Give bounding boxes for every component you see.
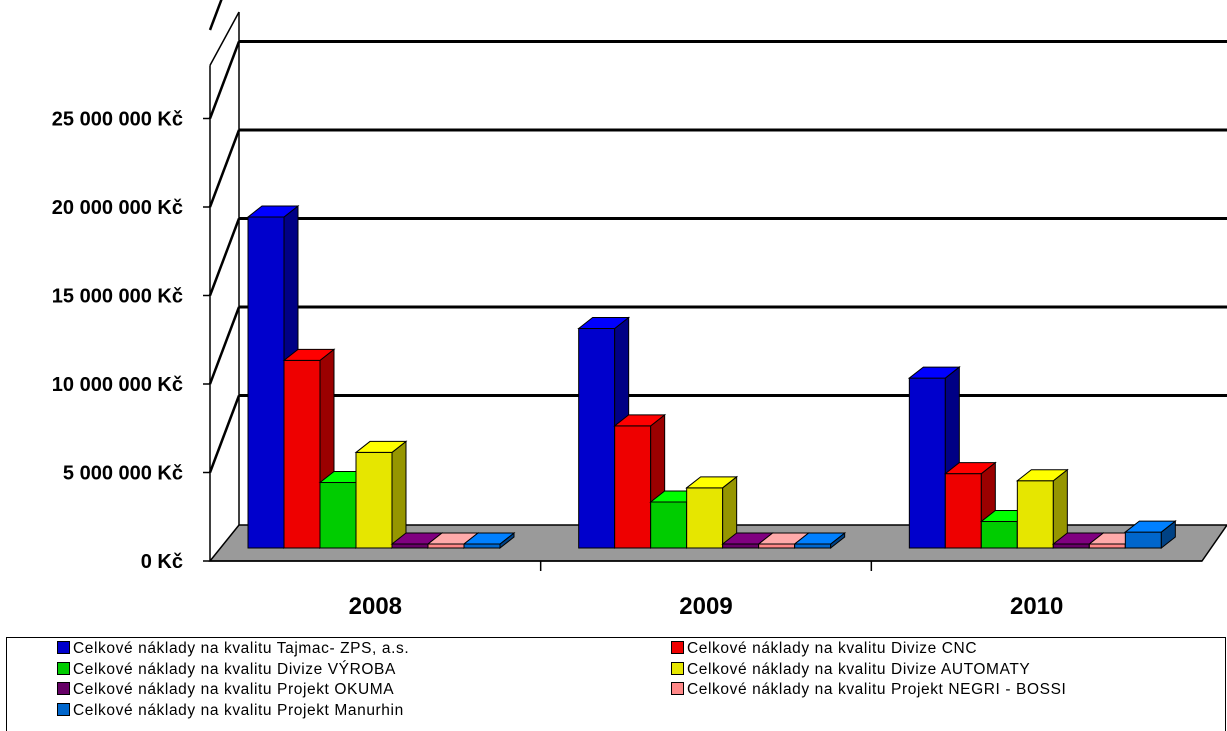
bar-top [685,476,739,489]
bar-front [722,543,760,549]
legend-item: Celkové náklady na kvalitu Tajmac- ZPS, … [57,640,409,658]
bar-top [577,317,631,330]
legend-label: Celkové náklady na kvalitu Projekt Manur… [73,701,404,719]
bar-front [283,359,321,549]
legend-swatch [57,661,70,675]
bar-front [578,328,616,549]
legend-item: Celkové náklady na kvalitu Divize CNC [671,640,977,658]
bar [793,531,847,550]
bar [1123,520,1177,550]
bar-front [944,473,982,549]
bar-front [427,543,465,549]
legend-label: Celkové náklady na kvalitu Projekt NEGRI… [687,681,1067,698]
legend-label: Celkové náklady na kvalitu Divize VÝROBA [73,660,396,678]
x-tick-label: 2008 [349,593,402,620]
legend-label: Celkové náklady na kvalitu Divize CNC [687,640,978,657]
bar-top [793,532,847,545]
bar-front [247,216,285,549]
bar-front [463,543,501,549]
legend-label: Celkové náklady na kvalitu Divize AUTOMA… [687,660,1031,678]
legend-swatch [671,682,684,696]
gridline-side [208,306,241,385]
y-axis-ticks: 0 Kč 5 000 000 Kč 10 000 000 Kč 15 000 000 … [52,109,183,574]
y-tick-label: 20 000 000 Kč [52,197,183,219]
gridline-side [208,41,241,119]
bar-top [354,440,408,453]
bar-front [758,543,796,549]
bar-front [319,482,357,549]
bar-front [650,501,688,549]
legend-swatch [671,641,684,655]
legend-item: Celkové náklady na kvalitu Projekt Manur… [57,702,404,720]
bar-front [355,451,393,549]
legend-swatch [57,682,70,696]
legend-item: Celkové náklady na kvalitu Divize AUTOMA… [671,661,1030,679]
x-tick-label: 2010 [1010,593,1063,620]
bar [1015,468,1069,550]
y-tick-label: 25 000 000 Kč [52,109,183,131]
bar-top [282,348,336,361]
bar [685,475,739,550]
bar-side [391,440,407,550]
bar-top [1123,520,1177,533]
bar [613,413,667,550]
bar [354,440,408,550]
y-tick-label: 0 Kč [141,551,183,573]
bar-front [1088,543,1126,549]
bar-top [613,414,667,427]
gridline-side [208,129,241,208]
legend: Celkové náklady na kvalitu Tajmac- ZPS, … [6,637,1226,731]
bar-chart: 0 Kč 5 000 000 Kč 10 000 000 Kč 15 000 000 … [52,0,1227,620]
bar-top [907,366,961,379]
x-tick-label: 2009 [679,593,732,620]
y-tick-label: 5 000 000 Kč [63,463,183,485]
gridline-side [208,395,241,473]
y-tick-label: 15 000 000 Kč [52,286,183,308]
wall-top-edge [209,11,240,66]
bar-top [1015,469,1069,482]
legend-label: Celkové náklady na kvalitu Tajmac- ZPS, … [73,640,410,657]
gridline-side [208,218,241,296]
legend-swatch [57,641,70,655]
bar-top [246,205,300,218]
bar-front [1052,543,1090,549]
legend-item: Celkové náklady na kvalitu Divize VÝROBA [57,661,396,679]
bar-front [980,520,1018,549]
bar-front [908,377,946,549]
bar-top [462,532,516,545]
bar-top [943,462,997,475]
bar [462,531,516,550]
legend-item: Celkové náklady na kvalitu Projekt NEGRI… [671,681,1066,699]
legend-label: Celkové náklady na kvalitu Projekt OKUMA [73,681,395,698]
bar-front [1016,480,1054,549]
gridline-side [208,0,223,31]
y-tick-label: 10 000 000 Kč [52,374,183,396]
bar-front [1124,531,1162,549]
legend-swatch [671,661,684,675]
legend-item: Celkové náklady na kvalitu Projekt OKUMA [57,681,394,699]
bars [246,204,1177,550]
bar-front [391,543,429,549]
bar-front [614,425,652,549]
bar-front [794,543,832,549]
x-axis-ticks: 2008 2009 2010 [349,593,1064,620]
gridlines [208,0,1227,473]
bar-front [686,487,724,549]
legend-swatch [57,702,70,716]
